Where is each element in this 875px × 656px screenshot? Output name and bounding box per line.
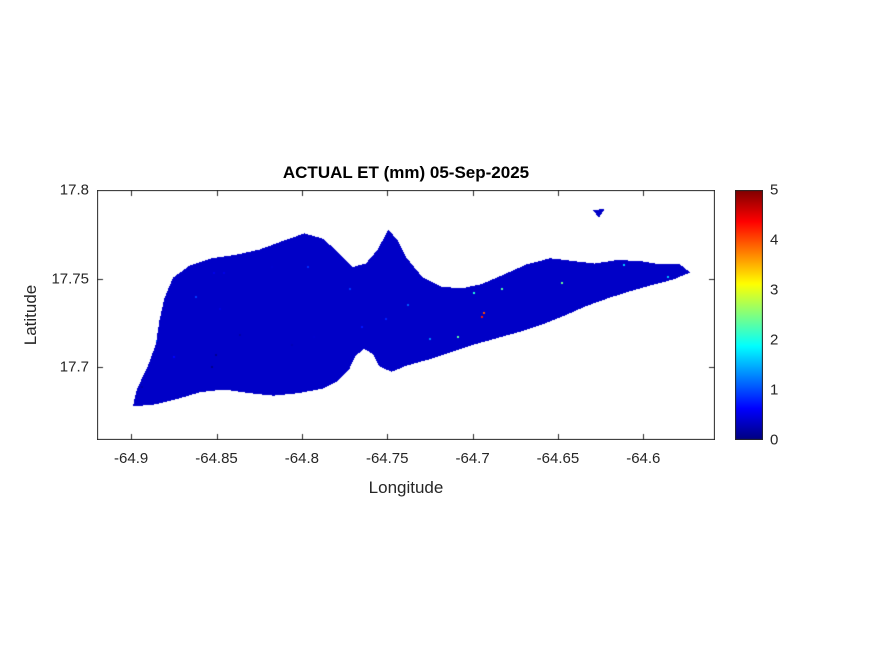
y-tick-label: 17.75	[51, 270, 89, 288]
x-axis-label: Longitude	[368, 478, 444, 497]
colorbar-tick-label: 0	[770, 431, 779, 449]
y-tick-label: 17.7	[59, 358, 89, 376]
x-tick-label: -64.65	[536, 450, 580, 467]
colorbar	[735, 190, 763, 440]
y-tick-label: 17.8	[59, 181, 89, 199]
y-axis-label: Latitude	[21, 284, 40, 346]
colorbar-tick-label: 5	[770, 181, 779, 199]
x-tick-label: -64.75	[365, 450, 409, 467]
et-heatmap-canvas	[97, 190, 715, 440]
x-tick-label: -64.85	[195, 450, 238, 467]
chart-title: ACTUAL ET (mm) 05-Sep-2025	[282, 163, 530, 182]
x-tick-label: -64.9	[114, 450, 149, 467]
x-tick-label: -64.6	[626, 450, 661, 467]
colorbar-tick-label: 2	[770, 331, 779, 349]
colorbar-tick-label: 4	[770, 231, 779, 249]
x-tick-label: -64.8	[284, 450, 319, 467]
x-tick-label: -64.7	[455, 450, 490, 467]
colorbar-tick-label: 3	[770, 281, 779, 299]
colorbar-tick-label: 1	[770, 381, 779, 399]
